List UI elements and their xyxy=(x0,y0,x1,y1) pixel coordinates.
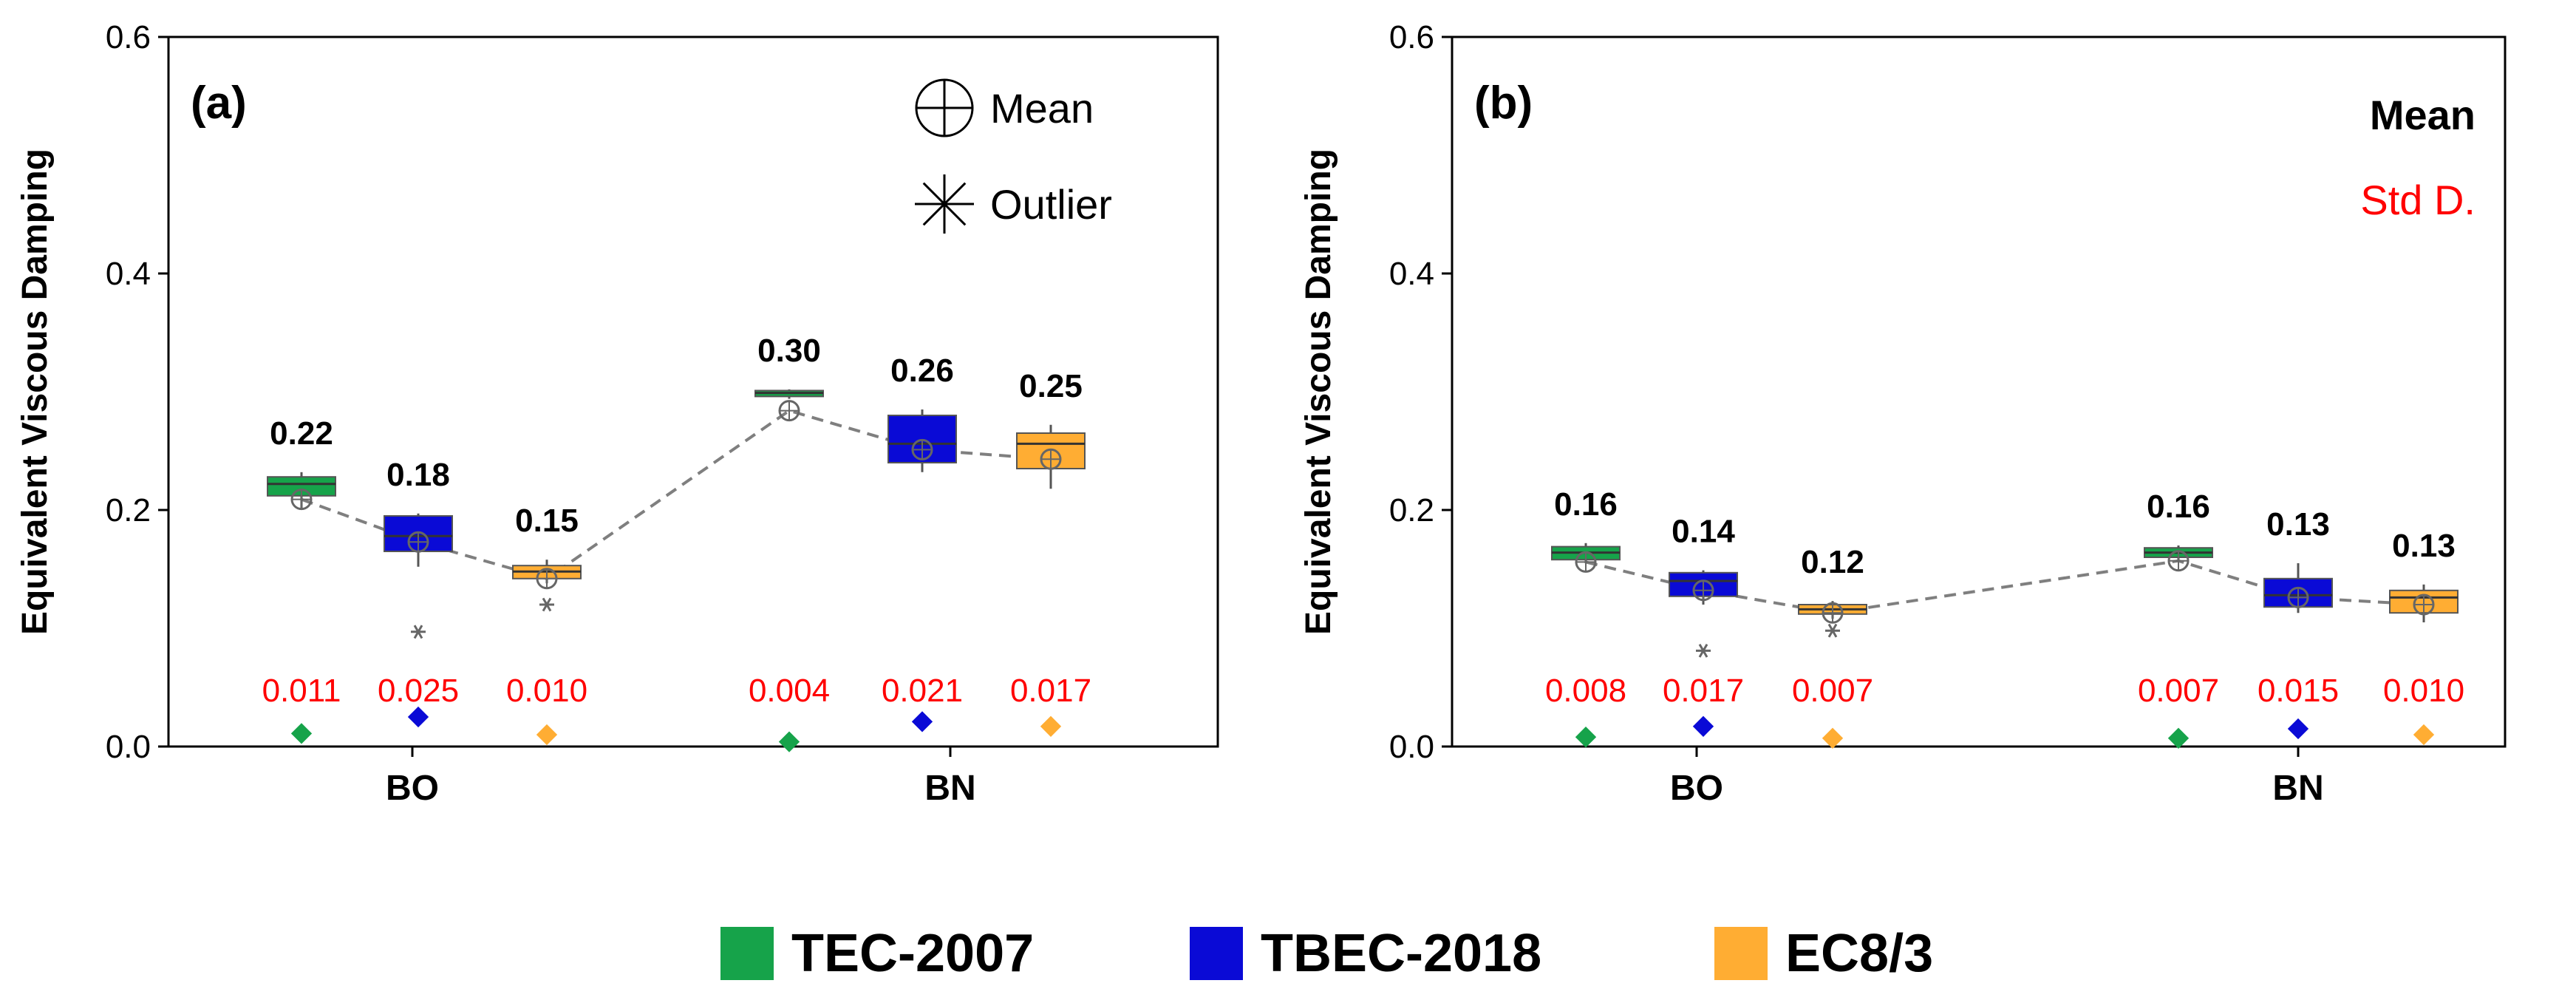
mean-value-label: 0.13 xyxy=(2266,506,2330,543)
mean-value-label: 0.14 xyxy=(1672,514,1735,550)
box-bn-ec8-3: 0.13 0.010 xyxy=(2383,528,2464,746)
outlier-stroke xyxy=(542,597,552,612)
mean-value-label: 0.16 xyxy=(1554,486,1618,523)
mean-value-label: 0.15 xyxy=(515,503,579,539)
y-tick-label: 0.4 xyxy=(1389,256,1434,292)
legend-mean-label: Mean xyxy=(2370,92,2476,138)
box-bn-tec-2007: 0.30 0.004 xyxy=(749,333,830,752)
outlier-marker xyxy=(1696,643,1711,658)
y-tick-label: 0.6 xyxy=(1389,19,1434,55)
x-tick-label: BO xyxy=(386,769,439,808)
std-value-label: 0.015 xyxy=(2258,673,2339,709)
outlier-marker xyxy=(1825,623,1840,638)
outlier-marker xyxy=(539,597,554,612)
panel-label: (b) xyxy=(1474,78,1533,129)
outlier-marker xyxy=(411,625,426,639)
box-bo-tec-2007: 0.16 0.008 xyxy=(1545,486,1626,748)
std-value-label: 0.007 xyxy=(1792,673,1873,709)
series-legend: TEC-2007 TBEC-2018 EC8/3 xyxy=(0,902,2576,990)
box-bo-ec8-3: 0.12 0.007 xyxy=(1792,544,1873,749)
plot-frame xyxy=(167,35,1219,748)
outlier-stroke xyxy=(413,625,423,639)
std-diamond xyxy=(2413,724,2435,746)
outlier-stroke xyxy=(1827,623,1838,638)
std-value-label: 0.025 xyxy=(378,673,459,709)
std-value-label: 0.004 xyxy=(749,673,830,709)
box-bo-tec-2007: 0.22 0.011 xyxy=(262,415,341,744)
legend-label: TEC-2007 xyxy=(791,924,1035,983)
mean-value-label: 0.25 xyxy=(1019,368,1083,404)
mean-value-label: 0.12 xyxy=(1801,544,1864,580)
y-axis-label: Equivalent Viscous Damping xyxy=(16,149,55,635)
legend-swatch xyxy=(720,927,774,980)
y-tick-label: 0.6 xyxy=(106,19,151,55)
std-value-label: 0.008 xyxy=(1545,673,1626,709)
box-bo-tbec-2018: 0.18 0.025 xyxy=(378,457,459,728)
panel-a: 0.0 0.2 0.4 0.6 Equivalent Viscous Damping BO… xyxy=(16,19,1219,808)
mean-value-label: 0.26 xyxy=(890,353,954,389)
legend-outlier-label: Outlier xyxy=(990,181,1112,228)
plot-frame xyxy=(1451,35,2507,748)
mean-value-label: 0.22 xyxy=(270,415,333,452)
legend-item-ec8-3: EC8/3 xyxy=(1714,924,1933,983)
std-value-label: 0.011 xyxy=(262,673,341,709)
box-bn-tbec-2018: 0.26 0.021 xyxy=(882,353,963,732)
std-diamond xyxy=(536,724,558,746)
std-diamond xyxy=(1040,715,1062,737)
figure: 0.0 0.2 0.4 0.6 Equivalent Viscous Damping BO… xyxy=(16,19,2507,808)
y-axis-label: Equivalent Viscous Damping xyxy=(1299,149,1338,635)
panel-b: 0.0 0.2 0.4 0.6 Equivalent Viscous Damping BO… xyxy=(1299,19,2507,808)
legend-label: EC8/3 xyxy=(1785,924,1934,983)
x-tick-label: BO xyxy=(1670,769,1723,808)
mean-value-label: 0.18 xyxy=(386,457,450,493)
y-tick-label: 0.0 xyxy=(106,729,151,765)
legend-outlier-icon xyxy=(915,174,974,234)
std-diamond xyxy=(290,723,313,744)
std-diamond xyxy=(2287,718,2309,740)
mean-value-label: 0.13 xyxy=(2392,528,2456,564)
legend-std-label: Std D. xyxy=(2360,177,2476,223)
std-value-label: 0.021 xyxy=(882,673,963,709)
mean-value-label: 0.30 xyxy=(757,333,821,369)
legend-label: TBEC-2018 xyxy=(1261,924,1542,983)
mean-value-label: 0.16 xyxy=(2147,489,2210,525)
legend-item-tec-2007: TEC-2007 xyxy=(720,924,1034,983)
legend-outlier-stroke xyxy=(922,182,967,226)
std-value-label: 0.017 xyxy=(1663,673,1744,709)
box-bn-tbec-2018: 0.13 0.015 xyxy=(2258,506,2339,740)
std-value-label: 0.010 xyxy=(506,673,587,709)
std-diamond xyxy=(778,731,800,752)
std-diamond xyxy=(1575,727,1597,748)
y-tick-label: 0.2 xyxy=(106,492,151,528)
box-bo-tbec-2018: 0.14 0.017 xyxy=(1663,514,1744,737)
std-value-label: 0.010 xyxy=(2383,673,2464,709)
box-bn-tec-2007: 0.16 0.007 xyxy=(2138,489,2219,749)
std-diamond xyxy=(407,706,429,728)
y-tick-label: 0.4 xyxy=(106,256,151,292)
x-tick-label: BN xyxy=(924,769,975,808)
std-diamond xyxy=(911,711,933,732)
legend-item-tbec-2018: TBEC-2018 xyxy=(1190,924,1541,983)
y-tick-label: 0.0 xyxy=(1389,729,1434,765)
std-value-label: 0.007 xyxy=(2138,673,2219,709)
box-bo-ec8-3: 0.15 0.010 xyxy=(506,503,587,746)
std-value-label: 0.017 xyxy=(1010,673,1091,709)
box-bn-ec8-3: 0.25 0.017 xyxy=(1010,368,1091,737)
y-tick-label: 0.2 xyxy=(1389,492,1434,528)
panel-label: (a) xyxy=(191,78,247,129)
std-diamond xyxy=(2167,727,2190,749)
std-diamond xyxy=(1692,715,1714,737)
legend-swatch xyxy=(1714,927,1768,980)
x-tick-label: BN xyxy=(2272,769,2323,808)
legend-mean-label: Mean xyxy=(990,85,1094,132)
std-diamond xyxy=(1822,727,1844,749)
outlier-stroke xyxy=(1698,643,1708,658)
legend-swatch xyxy=(1190,927,1243,980)
